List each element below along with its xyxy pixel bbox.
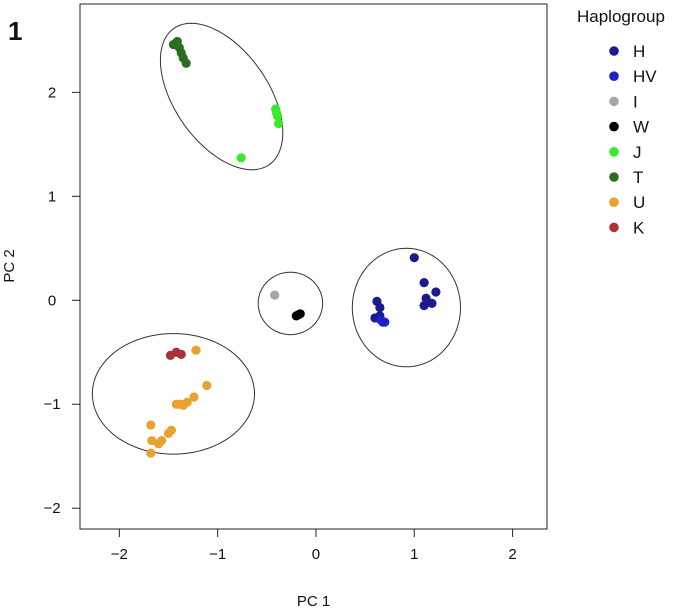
point-k (176, 349, 186, 359)
legend-marker (609, 147, 619, 157)
point-h (419, 300, 429, 311)
point-u (189, 392, 199, 402)
legend-title: Haplogroup (577, 7, 665, 26)
legend-item-w: W (609, 118, 649, 137)
y-tick-label: −2 (43, 500, 60, 517)
legend-marker (609, 222, 619, 233)
y-tick-label: 2 (48, 84, 56, 101)
legend-label: U (633, 193, 645, 212)
legend-item-u: U (609, 193, 645, 212)
legend-label: I (633, 92, 638, 111)
point-u (154, 439, 164, 449)
point-j (236, 153, 246, 163)
series-t (168, 36, 191, 68)
point-w (291, 311, 301, 321)
x-tick-label: −1 (209, 546, 226, 563)
point-u (146, 448, 156, 458)
legend-label: K (633, 218, 645, 237)
series-i (270, 290, 280, 300)
series-k (165, 347, 186, 360)
point-h (427, 298, 437, 309)
y-axis-title: PC 2 (1, 249, 18, 282)
series-h (370, 253, 441, 323)
point-i (270, 290, 280, 300)
x-tick-label: 0 (312, 546, 320, 563)
x-tick-label: −2 (111, 546, 128, 563)
x-tick-label: 1 (410, 546, 418, 563)
cluster-ellipse (159, 22, 284, 171)
legend-marker (609, 172, 619, 182)
point-u (147, 436, 157, 446)
y-tick-label: 0 (48, 292, 56, 309)
cluster-ellipse (351, 247, 462, 368)
legend-label: W (633, 118, 649, 137)
y-axis: −2 −1 0 1 2 (43, 84, 81, 517)
legend-marker (609, 197, 619, 207)
legend-item-j: J (609, 143, 642, 162)
legend-marker (609, 121, 619, 132)
legend-marker (609, 46, 619, 56)
point-u (171, 399, 181, 409)
legend-item-i: I (609, 92, 638, 111)
point-u (163, 428, 174, 438)
legend-label: H (633, 42, 645, 61)
legend-marker (609, 71, 619, 81)
panel-label: 1 (8, 16, 22, 46)
point-h (431, 287, 441, 297)
y-tick-label: −1 (43, 396, 60, 413)
legend-label: T (633, 168, 643, 187)
legend-item-h: H (609, 42, 645, 61)
data-points (146, 36, 441, 458)
cluster-ellipses (91, 22, 462, 455)
point-j (273, 118, 284, 129)
point-u (191, 345, 201, 355)
point-h (375, 302, 385, 313)
legend-marker (609, 96, 619, 107)
cluster-ellipse (257, 271, 324, 336)
point-h (419, 278, 429, 288)
point-h (409, 253, 419, 263)
x-tick-label: 2 (508, 546, 516, 563)
point-u (146, 420, 156, 430)
legend-item-t: T (609, 168, 643, 187)
legend-item-k: K (609, 218, 645, 237)
point-h (421, 293, 431, 303)
series-u (146, 345, 212, 458)
series-w (291, 309, 305, 321)
point-u (202, 380, 212, 391)
series-hv (376, 315, 390, 327)
x-axis-title: PC 1 (297, 593, 330, 610)
series-j (236, 104, 284, 163)
y-tick-label: 1 (48, 188, 56, 205)
x-axis: −2 −1 0 1 2 (111, 528, 517, 563)
legend-label: HV (633, 67, 657, 86)
point-j (273, 111, 283, 121)
point-t (181, 58, 191, 68)
legend-label: J (633, 143, 642, 162)
legend-item-hv: HV (609, 67, 657, 86)
point-hv (380, 317, 390, 327)
cluster-ellipse (91, 333, 256, 455)
